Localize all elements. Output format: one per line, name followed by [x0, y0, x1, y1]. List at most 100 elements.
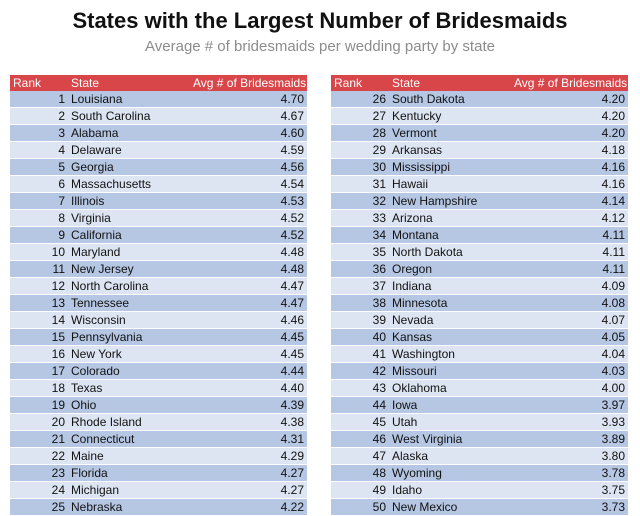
table-row: 27 Kentucky 4.20 — [331, 107, 628, 125]
table-row: 34 Montana 4.11 — [331, 226, 628, 244]
table-row: 44 Iowa 3.97 — [331, 396, 628, 414]
table-row: 49 Idaho 3.75 — [331, 481, 628, 499]
state-cell: Arizona — [389, 209, 511, 227]
rank-cell: 31 — [331, 175, 389, 193]
avg-cell: 3.78 — [511, 464, 628, 482]
table-row: 9 California 4.52 — [10, 226, 307, 244]
avg-cell: 4.00 — [511, 379, 628, 397]
table-row: 17 Colorado 4.44 — [10, 362, 307, 380]
avg-cell: 3.75 — [511, 481, 628, 499]
avg-cell: 4.20 — [511, 107, 628, 125]
rank-cell: 41 — [331, 345, 389, 363]
table-header-row: Rank State Avg # of Bridesmaids — [331, 75, 628, 91]
rank-cell: 13 — [10, 294, 68, 312]
table-row: 39 Nevada 4.07 — [331, 311, 628, 329]
state-cell: New Hampshire — [389, 192, 511, 210]
state-cell: Illinois — [68, 192, 190, 210]
avg-cell: 4.59 — [190, 141, 307, 159]
state-cell: West Virginia — [389, 430, 511, 448]
table-row: 48 Wyoming 3.78 — [331, 464, 628, 482]
state-cell: Mississippi — [389, 158, 511, 176]
avg-cell: 4.54 — [190, 175, 307, 193]
state-cell: Pennsylvania — [68, 328, 190, 346]
avg-cell: 4.07 — [511, 311, 628, 329]
state-cell: Alabama — [68, 124, 190, 142]
avg-cell: 4.29 — [190, 447, 307, 465]
state-cell: Maine — [68, 447, 190, 465]
avg-cell: 4.16 — [511, 158, 628, 176]
state-cell: Connecticut — [68, 430, 190, 448]
rank-cell: 42 — [331, 362, 389, 380]
rank-cell: 15 — [10, 328, 68, 346]
state-cell: Washington — [389, 345, 511, 363]
avg-cell: 4.45 — [190, 345, 307, 363]
table-row: 26 South Dakota 4.20 — [331, 91, 628, 108]
header-state: State — [389, 75, 511, 91]
avg-cell: 4.11 — [511, 226, 628, 244]
table-row: 47 Alaska 3.80 — [331, 447, 628, 465]
rank-cell: 30 — [331, 158, 389, 176]
rank-cell: 7 — [10, 192, 68, 210]
avg-cell: 3.73 — [511, 498, 628, 516]
avg-cell: 3.97 — [511, 396, 628, 414]
chart-subtitle: Average # of bridesmaids per wedding par… — [145, 38, 495, 55]
state-cell: California — [68, 226, 190, 244]
rank-cell: 10 — [10, 243, 68, 261]
table-row: 41 Washington 4.04 — [331, 345, 628, 363]
rank-cell: 3 — [10, 124, 68, 142]
state-cell: Maryland — [68, 243, 190, 261]
rank-table-left: Rank State Avg # of Bridesmaids 1 Louisia… — [10, 75, 307, 516]
avg-cell: 4.22 — [190, 498, 307, 516]
table-row: 25 Nebraska 4.22 — [10, 498, 307, 516]
avg-cell: 4.03 — [511, 362, 628, 380]
avg-cell: 4.18 — [511, 141, 628, 159]
state-cell: Tennessee — [68, 294, 190, 312]
avg-cell: 4.27 — [190, 464, 307, 482]
state-cell: North Dakota — [389, 243, 511, 261]
rank-cell: 8 — [10, 209, 68, 227]
table-row: 14 Wisconsin 4.46 — [10, 311, 307, 329]
state-cell: Rhode Island — [68, 413, 190, 431]
state-cell: South Carolina — [68, 107, 190, 125]
header-state: State — [68, 75, 190, 91]
rank-cell: 1 — [10, 91, 68, 108]
state-cell: New Mexico — [389, 498, 511, 516]
rank-cell: 28 — [331, 124, 389, 142]
state-cell: Nevada — [389, 311, 511, 329]
avg-cell: 4.20 — [511, 124, 628, 142]
rank-cell: 39 — [331, 311, 389, 329]
rank-table-right-body: 26 South Dakota 4.20 27 Kentucky 4.20 28 Vermon… — [331, 91, 628, 516]
avg-cell: 4.48 — [190, 243, 307, 261]
avg-cell: 4.11 — [511, 243, 628, 261]
rank-cell: 2 — [10, 107, 68, 125]
rank-table-left-body: 1 Louisiana 4.70 2 South Carolina 4.67 3 Alabam… — [10, 91, 307, 516]
rank-cell: 44 — [331, 396, 389, 414]
state-cell: Kansas — [389, 328, 511, 346]
table-row: 31 Hawaii 4.16 — [331, 175, 628, 193]
table-row: 3 Alabama 4.60 — [10, 124, 307, 142]
avg-cell: 4.14 — [511, 192, 628, 210]
rank-cell: 11 — [10, 260, 68, 278]
table-row: 22 Maine 4.29 — [10, 447, 307, 465]
rank-cell: 29 — [331, 141, 389, 159]
state-cell: Wisconsin — [68, 311, 190, 329]
header-avg: Avg # of Bridesmaids — [511, 75, 628, 91]
table-row: 42 Missouri 4.03 — [331, 362, 628, 380]
table-row: 36 Oregon 4.11 — [331, 260, 628, 278]
rank-cell: 36 — [331, 260, 389, 278]
state-cell: Alaska — [389, 447, 511, 465]
avg-cell: 4.60 — [190, 124, 307, 142]
table-row: 4 Delaware 4.59 — [10, 141, 307, 159]
rank-cell: 23 — [10, 464, 68, 482]
avg-cell: 4.20 — [511, 91, 628, 108]
table-row: 19 Ohio 4.39 — [10, 396, 307, 414]
rank-cell: 17 — [10, 362, 68, 380]
state-cell: Minnesota — [389, 294, 511, 312]
state-cell: South Dakota — [389, 91, 511, 108]
rank-cell: 9 — [10, 226, 68, 244]
avg-cell: 4.12 — [511, 209, 628, 227]
table-row: 40 Kansas 4.05 — [331, 328, 628, 346]
rank-cell: 24 — [10, 481, 68, 499]
rank-cell: 6 — [10, 175, 68, 193]
header-rank: Rank — [331, 75, 389, 91]
